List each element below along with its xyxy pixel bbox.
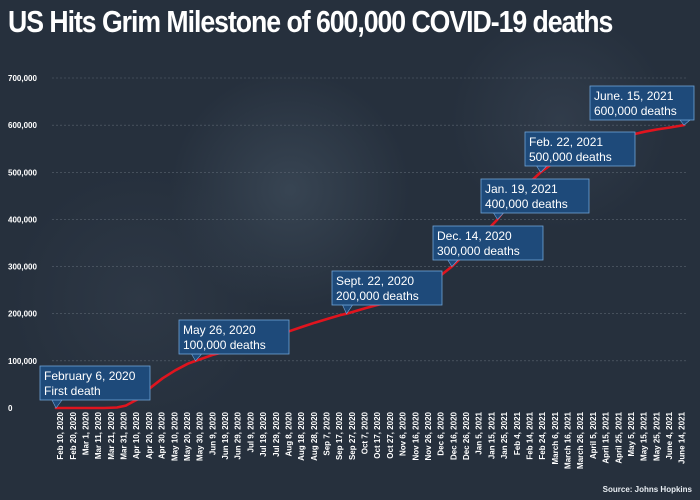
callout-label: 400,000 deaths <box>485 197 568 211</box>
y-tick-label: 600,000 <box>8 121 37 130</box>
x-tick-label: Apr 10, 2020 <box>132 411 141 459</box>
x-tick-label: Jun 19, 2020 <box>221 411 230 459</box>
x-tick-label: Oct 27, 2020 <box>386 411 395 458</box>
x-tick-label: Aug 8, 2020 <box>284 411 293 456</box>
x-tick-label: Mar 11, 2020 <box>94 411 103 459</box>
x-tick-label: Jan 5, 2021 <box>475 411 484 454</box>
x-tick-label: Nov 6, 2020 <box>399 411 408 456</box>
callout-date: June. 15, 2021 <box>594 89 674 103</box>
x-tick-label: Jul 19, 2020 <box>259 411 268 456</box>
callout-box <box>39 365 151 401</box>
x-tick-label: Aug 18, 2020 <box>297 411 306 460</box>
x-tick-label: Jul 9, 2020 <box>246 411 255 452</box>
x-tick-label: March 16, 2021 <box>564 411 573 468</box>
x-tick-label: May 30, 2020 <box>196 411 205 460</box>
x-tick-label: Jun 9, 2020 <box>208 411 217 455</box>
x-tick-label: Nov 16, 2020 <box>411 411 420 460</box>
x-tick-label: June 4, 2021 <box>665 411 674 459</box>
x-tick-label: Sep 27, 2020 <box>348 411 357 460</box>
callout-box <box>480 178 590 214</box>
x-tick-label: Oct 17, 2020 <box>373 411 382 458</box>
x-tick-label: May 20, 2020 <box>183 411 192 460</box>
x-tick-label: Jan 25, 2021 <box>500 411 509 459</box>
x-tick-label: Sep 17, 2020 <box>335 411 344 460</box>
y-tick-label: 200,000 <box>8 310 37 319</box>
x-tick-label: Feb 14, 2021 <box>525 411 534 459</box>
callout-label: 200,000 deaths <box>336 289 419 303</box>
x-tick-label: Dec 16, 2020 <box>449 411 458 460</box>
x-tick-label: Apr 20, 2020 <box>145 411 154 459</box>
callout-date: Sept. 22, 2020 <box>336 274 414 288</box>
callout-date: February 6, 2020 <box>44 369 136 383</box>
x-tick-label: Mar 31, 2020 <box>120 411 129 459</box>
callout-pointer <box>492 212 505 220</box>
x-tick-label: Mar 21, 2020 <box>107 411 116 459</box>
x-tick-label: April 15, 2021 <box>602 411 611 463</box>
x-tick-label: May 25, 2021 <box>652 411 661 460</box>
x-tick-label: Jan 15, 2021 <box>487 411 496 459</box>
y-tick-label: 700,000 <box>8 74 37 83</box>
x-tick-label: May 10, 2020 <box>170 411 179 460</box>
callout-label: 300,000 deaths <box>437 244 520 258</box>
source-note: Source: Johns Hopkins <box>602 485 692 494</box>
x-tick-label: Feb 4, 2021 <box>513 411 522 455</box>
x-tick-label: May 15, 2021 <box>640 411 649 460</box>
x-tick-label: Jun 29, 2020 <box>234 411 243 459</box>
x-tick-label: Apr 30, 2020 <box>158 411 167 459</box>
x-tick-label: April 25, 2021 <box>614 411 623 463</box>
x-tick-label: Feb 20, 2020 <box>69 411 78 459</box>
callout-label: First death <box>44 384 101 398</box>
x-tick-label: March 6, 2021 <box>551 411 560 464</box>
x-tick-label: Nov 26, 2020 <box>424 411 433 460</box>
callout-date: Feb. 22, 2021 <box>529 135 603 149</box>
x-tick-label: Aug 28, 2020 <box>310 411 319 460</box>
y-tick-label: 300,000 <box>8 263 37 272</box>
x-tick-label: Jul 29, 2020 <box>272 411 281 456</box>
callout-box <box>178 319 290 355</box>
y-tick-label: 0 <box>8 404 13 413</box>
y-tick-label: 100,000 <box>8 357 37 366</box>
x-tick-label: Feb 10, 2020 <box>56 411 65 459</box>
x-tick-label: Sep 7, 2020 <box>322 411 331 455</box>
callout-date: Dec. 14, 2020 <box>437 229 512 243</box>
x-tick-label: Oct 7, 2020 <box>361 411 370 454</box>
y-tick-label: 500,000 <box>8 168 37 177</box>
x-tick-label: Mar 1, 2020 <box>81 411 90 455</box>
callout-label: 100,000 deaths <box>183 338 266 352</box>
callout-date: May 26, 2020 <box>183 323 256 337</box>
callout-box <box>589 85 695 121</box>
x-tick-label: Dec 26, 2020 <box>462 411 471 460</box>
x-tick-label: March 26, 2021 <box>576 411 585 468</box>
chart-title: US Hits Grim Milestone of 600,000 COVID-… <box>8 4 613 39</box>
x-tick-label: June 14, 2021 <box>678 411 687 464</box>
callout-box <box>331 270 443 306</box>
callout-date: Jan. 19, 2021 <box>485 182 558 196</box>
x-tick-label: Dec 6, 2020 <box>437 411 446 455</box>
x-tick-label: May 5, 2021 <box>627 411 636 456</box>
callout-box <box>524 131 636 167</box>
y-tick-label: 400,000 <box>8 215 37 224</box>
callout-label: 600,000 deaths <box>594 104 677 118</box>
callout-box <box>432 225 544 261</box>
callout-label: 500,000 deaths <box>529 150 612 164</box>
x-tick-label: Feb 24, 2021 <box>538 411 547 459</box>
x-tick-label: April 5, 2021 <box>589 411 598 459</box>
